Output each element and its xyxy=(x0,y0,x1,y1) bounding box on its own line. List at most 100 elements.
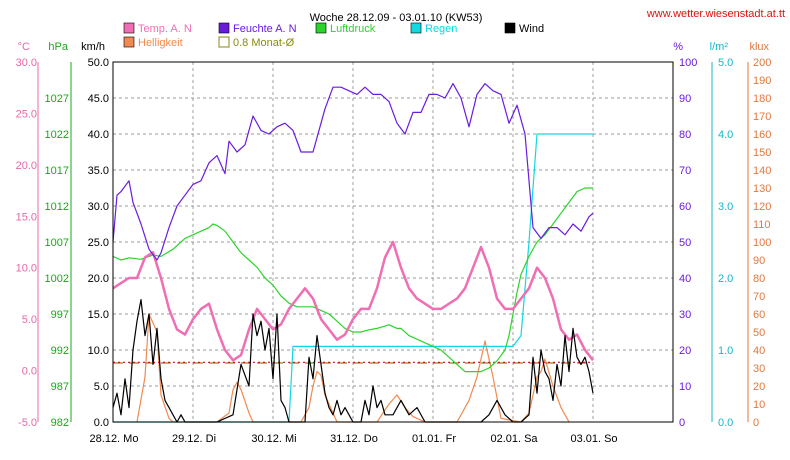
tick-lux: 10 xyxy=(753,399,765,411)
tick-lux: 120 xyxy=(753,201,771,213)
axis-unit-humidity: % xyxy=(673,41,683,53)
axis-unit-wind: km/h xyxy=(81,41,105,53)
x-label: 28.12. Mo xyxy=(90,433,139,445)
series-line-rain xyxy=(113,133,593,423)
tick-lux: 50 xyxy=(753,327,765,339)
legend-swatch-pressure xyxy=(315,22,327,34)
axis-unit-temp: °C xyxy=(18,41,30,53)
tick-lux: 110 xyxy=(753,219,771,231)
tick-lux: 30 xyxy=(753,363,765,375)
tick-lux: 0 xyxy=(753,417,759,429)
tick-lux: 170 xyxy=(753,111,771,123)
plot-frame xyxy=(112,61,674,423)
tick-pressure: 1012 xyxy=(45,201,69,213)
tick-rain: 1.0 xyxy=(718,345,733,357)
tick-pressure: 997 xyxy=(51,309,69,321)
tick-lux: 100 xyxy=(753,237,771,249)
x-label: 31.12. Do xyxy=(330,433,378,445)
x-labels: 28.12. Mo 29.12. Di 30.12. Mi 31.12. Do 01.0… xyxy=(90,433,618,445)
tick-pressure: 992 xyxy=(51,345,69,357)
x-label: 29.12. Di xyxy=(172,433,216,445)
chart-title: Woche 28.12.09 - 03.01.10 (KW53) xyxy=(310,12,483,24)
tick-temp: 25.0 xyxy=(16,108,37,120)
x-label: 02.01. Sa xyxy=(490,433,538,445)
tick-pressure: 982 xyxy=(51,417,69,429)
tick-rain: 0.0 xyxy=(718,417,733,429)
tick-humidity: 40 xyxy=(679,273,691,285)
tick-wind: 35.0 xyxy=(88,165,109,177)
tick-humidity: 70 xyxy=(679,165,691,177)
tick-wind: 50.0 xyxy=(88,57,109,69)
tick-humidity: 80 xyxy=(679,129,691,141)
tick-pressure: 1002 xyxy=(45,273,69,285)
tick-humidity: 20 xyxy=(679,345,691,357)
tick-pressure: 1017 xyxy=(45,165,69,177)
axis-unit-pressure: hPa xyxy=(48,41,68,53)
tick-lux: 20 xyxy=(753,381,765,393)
tick-lux: 80 xyxy=(753,273,765,285)
tick-lux: 180 xyxy=(753,93,771,105)
tick-lux: 40 xyxy=(753,345,765,357)
series-line-humidity xyxy=(112,83,594,261)
tick-pressure: 1027 xyxy=(45,93,69,105)
tick-pressure: 1022 xyxy=(45,129,69,141)
axis-unit-lux: klux xyxy=(749,41,769,53)
tick-wind: 5.0 xyxy=(94,381,109,393)
tick-wind: 25.0 xyxy=(88,237,109,249)
tick-lux: 200 xyxy=(753,57,771,69)
tick-temp: 5.0 xyxy=(22,314,37,326)
source-url: www.wetter.wiesenstadt.at.tt xyxy=(646,8,785,20)
tick-humidity: 100 xyxy=(679,57,697,69)
x-label: 30.12. Mi xyxy=(251,433,296,445)
tick-rain: 2.0 xyxy=(718,273,733,285)
legend-swatch-rain xyxy=(410,22,422,34)
tick-lux: 90 xyxy=(753,255,765,267)
legend-label-humidity: Feuchte A. N xyxy=(233,23,297,35)
x-label: 01.01. Fr xyxy=(412,433,456,445)
tick-humidity: 10 xyxy=(679,381,691,393)
legend: Temp. A. N Feuchte A. N Luftdruck Regen Wind… xyxy=(123,22,544,49)
tick-lux: 190 xyxy=(753,75,771,87)
legend-swatch-avg xyxy=(218,36,230,48)
tick-wind: 40.0 xyxy=(88,129,109,141)
x-label: 03.01. So xyxy=(570,433,617,445)
legend-swatch-humidity xyxy=(218,22,230,34)
tick-rain: 3.0 xyxy=(718,201,733,213)
legend-label-pressure: Luftdruck xyxy=(330,23,376,35)
tick-lux: 60 xyxy=(753,309,765,321)
tick-lux: 130 xyxy=(753,183,771,195)
axes: °C hPa km/h% l/m² klux -5.0 0.0 5.0 10.0 15.0 20.0… xyxy=(16,41,772,429)
tick-humidity: 0 xyxy=(679,417,685,429)
legend-swatch-wind xyxy=(504,22,516,34)
tick-temp: -5.0 xyxy=(18,417,37,429)
tick-wind: 30.0 xyxy=(88,201,109,213)
tick-lux: 160 xyxy=(753,129,771,141)
tick-temp: 10.0 xyxy=(16,263,37,275)
legend-label-avg: 0.8 Monat-Ø xyxy=(233,37,295,49)
legend-swatch-lux xyxy=(123,36,135,48)
legend-label-temp: Temp. A. N xyxy=(138,23,192,35)
legend-label-rain: Regen xyxy=(425,23,457,35)
tick-lux: 150 xyxy=(753,147,771,159)
tick-humidity: 60 xyxy=(679,201,691,213)
series-layer xyxy=(112,83,594,423)
legend-label-wind: Wind xyxy=(519,23,544,35)
tick-humidity: 90 xyxy=(679,93,691,105)
series-line-wind xyxy=(112,299,594,423)
legend-label-lux: Helligkeit xyxy=(138,37,183,49)
tick-lux: 70 xyxy=(753,291,765,303)
tick-temp: 20.0 xyxy=(16,160,37,172)
tick-wind: 10.0 xyxy=(88,345,109,357)
tick-wind: 0.0 xyxy=(94,417,109,429)
tick-humidity: 30 xyxy=(679,309,691,321)
tick-temp: 15.0 xyxy=(16,211,37,223)
series-line-temp xyxy=(112,240,594,362)
series-line-pressure xyxy=(112,187,593,373)
tick-wind: 45.0 xyxy=(88,93,109,105)
tick-temp: 30.0 xyxy=(16,57,37,69)
tick-rain: 5.0 xyxy=(718,57,733,69)
tick-pressure: 987 xyxy=(51,381,69,393)
axis-unit-rain: l/m² xyxy=(710,41,729,53)
